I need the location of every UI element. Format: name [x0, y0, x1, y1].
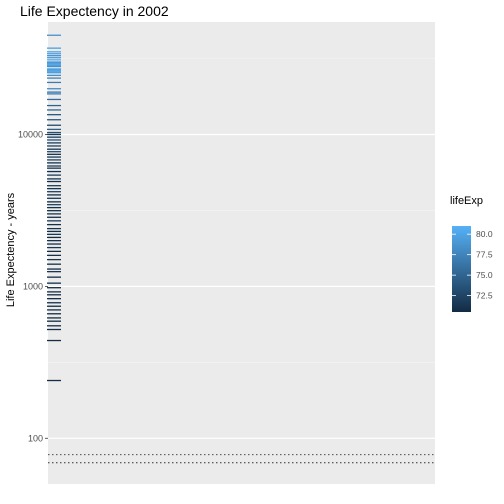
plot-background	[48, 22, 435, 484]
legend-break-label: 80.0	[476, 229, 493, 239]
y-axis-title: Life Expectency - years	[5, 192, 17, 307]
y-tick-label: 1000	[23, 281, 43, 291]
legend-break-label: 77.5	[476, 250, 493, 260]
legend: 72.5 75.0 77.5 80.0	[452, 226, 493, 312]
plot-panel	[47, 22, 435, 484]
y-tick-label: 100	[28, 433, 43, 443]
legend-break-label: 75.0	[476, 270, 493, 280]
legend-break-label: 72.5	[476, 291, 493, 301]
y-tick-label: 10000	[18, 129, 43, 139]
chart-title: Life Expectency in 2002	[20, 3, 169, 19]
colorbar	[452, 226, 471, 312]
legend-title: lifeExp	[450, 195, 483, 207]
